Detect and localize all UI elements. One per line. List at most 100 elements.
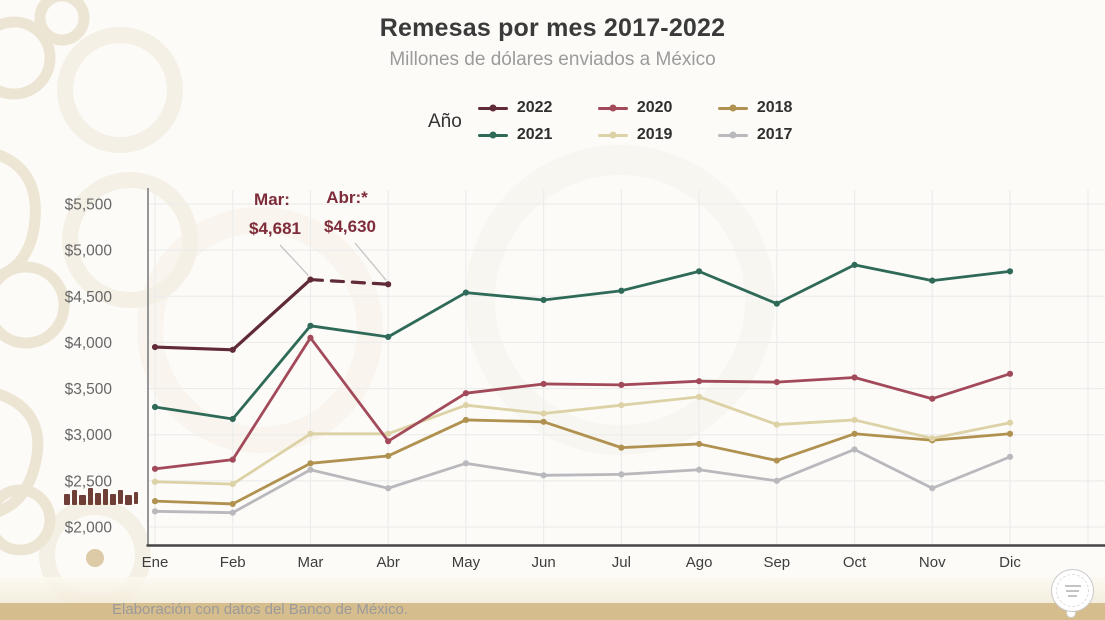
svg-text:Mar: Mar [298, 554, 324, 571]
data-point-2017-Jun [540, 472, 547, 479]
series-2021 [151, 261, 1014, 423]
series-2018 [151, 416, 1014, 508]
svg-text:Feb: Feb [220, 554, 246, 571]
svg-text:$4,681: $4,681 [249, 219, 301, 238]
svg-text:May: May [452, 554, 481, 571]
data-point-2017-Dic [1006, 453, 1014, 460]
data-point-2017-May [462, 460, 470, 467]
data-point-2021-Mar [307, 322, 314, 329]
legend-item-2020: 2020 [597, 99, 694, 117]
legend-swatch-2022 [477, 106, 508, 110]
annotation-Mar: Mar: $4,681 [249, 190, 309, 277]
footer-cream-strip [0, 577, 1105, 603]
data-point-2018-Abr [385, 452, 392, 460]
svg-text:$4,000: $4,000 [65, 335, 113, 352]
legend-swatch-2020 [597, 106, 628, 110]
legend-rows: 2022 2020 2018 2021 2019 2017 [477, 99, 814, 144]
y-tick-labels: $5,500 $5,000 $4,500 $4,000 $3,500 $3,000 $2,5… [65, 197, 113, 537]
svg-text:Abr:*: Abr:* [326, 188, 368, 207]
legend-row: 2021 2019 2017 [477, 126, 814, 144]
data-point-2021-Jun [540, 296, 547, 304]
data-point-2021-May [462, 289, 470, 296]
data-point-2022-Abr [385, 281, 392, 288]
data-point-2018-Mar [307, 460, 314, 467]
series-2020 [151, 334, 1014, 472]
series-2019 [151, 393, 1014, 488]
data-point-2020-Ago [695, 378, 703, 385]
data-point-2017-Sep [773, 477, 780, 484]
legend-swatch-2018 [717, 106, 748, 110]
data-point-2017-Abr [385, 485, 392, 492]
data-point-2020-Jun [540, 380, 547, 388]
legend-item-2018: 2018 [717, 99, 814, 117]
data-point-2018-Dic [1006, 430, 1014, 437]
svg-text:Oct: Oct [843, 554, 867, 571]
svg-text:$5,500: $5,500 [65, 197, 113, 214]
svg-text:$5,000: $5,000 [65, 243, 113, 260]
badge-text-lines [1064, 582, 1082, 600]
chart-title: Remesas por mes 2017-2022 [379, 14, 726, 42]
svg-text:$2,500: $2,500 [65, 473, 113, 490]
data-point-2020-Sep [773, 379, 780, 386]
data-point-2017-Jul [618, 471, 625, 478]
data-point-2021-Ago [695, 268, 703, 275]
figures-smudge [64, 488, 138, 505]
data-point-2019-Ene [151, 478, 159, 485]
data-point-2018-Jul [618, 444, 625, 451]
legend-label: 2019 [636, 126, 673, 143]
data-point-2018-Feb [229, 500, 236, 508]
legend-swatch-2021 [477, 133, 508, 137]
annotation-Abr: Abr:* $4,630 [324, 188, 387, 281]
data-point-2019-Sep [773, 421, 780, 428]
svg-text:Sep: Sep [763, 554, 790, 571]
svg-text:Ago: Ago [686, 554, 713, 571]
data-point-2018-Oct [851, 430, 858, 437]
badge-inner-ring [1056, 574, 1089, 607]
svg-text:Abr: Abr [377, 554, 400, 571]
data-point-2021-Abr [385, 333, 392, 340]
svg-text:Dic: Dic [999, 554, 1021, 571]
data-point-2020-Feb [229, 456, 236, 463]
data-point-2019-May [462, 402, 470, 409]
legend-label: 2022 [516, 99, 553, 116]
data-point-2017-Ene [151, 508, 159, 515]
legend-item-2021: 2021 [477, 126, 574, 144]
data-point-2019-Feb [229, 480, 236, 488]
svg-text:Jul: Jul [612, 554, 631, 571]
data-point-2019-Dic [1006, 419, 1014, 426]
legend-item-2022: 2022 [477, 99, 574, 117]
data-point-2018-Ene [151, 498, 159, 505]
legend-row: 2022 2020 2018 [477, 99, 814, 117]
data-point-2022-Ene [151, 343, 159, 351]
data-point-2020-May [462, 390, 470, 397]
data-point-2022-Mar [307, 276, 314, 283]
data-point-2018-Ago [695, 440, 703, 448]
data-point-2021-Sep [773, 300, 780, 307]
data-point-2019-Ago [695, 393, 703, 400]
legend-swatch-2019 [597, 133, 628, 137]
data-point-2020-Nov [929, 395, 936, 402]
svg-text:$4,500: $4,500 [65, 289, 113, 306]
legend-swatch-2017 [717, 133, 748, 137]
data-point-2020-Mar [307, 334, 314, 341]
legend-label: 2018 [756, 99, 793, 116]
data-point-2021-Nov [929, 277, 936, 284]
data-point-2021-Jul [618, 287, 625, 294]
legend-label: 2020 [636, 99, 673, 116]
data-point-2018-Jun [540, 418, 547, 425]
data-point-2021-Oct [851, 261, 858, 269]
footer-band [0, 603, 1105, 620]
legend-label: 2017 [756, 126, 793, 143]
data-point-2020-Ene [151, 465, 159, 472]
series-2017 [151, 446, 1014, 516]
data-point-2018-Sep [773, 457, 780, 464]
badge-logo [1051, 569, 1094, 612]
series-2022 [151, 276, 392, 353]
svg-text:Nov: Nov [919, 554, 946, 571]
chart-subtitle: Millones de dólares enviados a México [389, 49, 716, 70]
data-point-2020-Jul [618, 381, 625, 388]
svg-text:$2,000: $2,000 [65, 520, 113, 537]
